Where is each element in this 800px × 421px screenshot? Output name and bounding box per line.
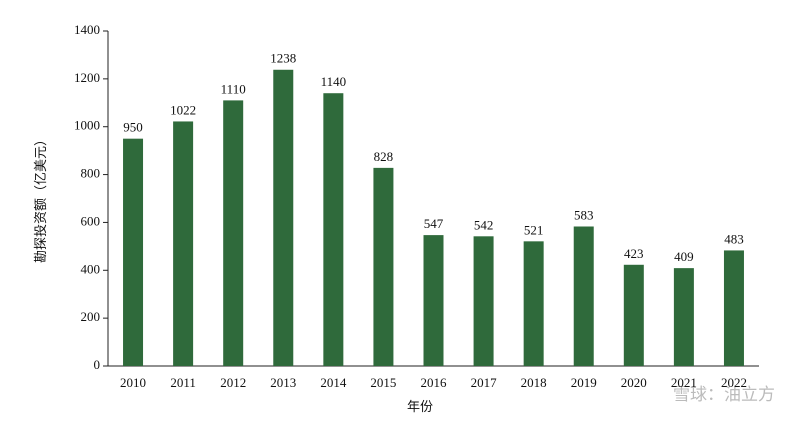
y-tick-label: 600: [81, 213, 101, 228]
x-axis-label: 年份: [407, 399, 433, 414]
x-tick-label: 2013: [270, 375, 296, 390]
bar: [723, 250, 744, 366]
x-tick-label: 2020: [621, 375, 647, 390]
bar: [523, 241, 544, 366]
x-tick-label: 2015: [370, 375, 396, 390]
value-label: 583: [574, 207, 594, 222]
y-tick-label: 200: [81, 309, 101, 324]
x-tick-label: 2014: [320, 375, 347, 390]
bar: [373, 167, 394, 366]
y-tick-label: 0: [94, 357, 101, 372]
x-tick-label: 2017: [471, 375, 498, 390]
x-tick-label: 2016: [421, 375, 448, 390]
y-tick-label: 1400: [74, 22, 100, 37]
x-tick-label: 2018: [521, 375, 547, 390]
bar: [323, 93, 344, 366]
value-label: 1238: [270, 51, 296, 66]
value-label: 547: [424, 216, 444, 231]
value-label: 483: [724, 231, 744, 246]
x-tick-label: 2012: [220, 375, 246, 390]
bar: [273, 69, 294, 366]
y-tick-label: 1200: [74, 70, 100, 85]
x-tick-label: 2022: [721, 375, 747, 390]
bar: [473, 236, 494, 366]
y-tick-label: 1000: [74, 118, 100, 133]
value-label: 950: [123, 120, 143, 135]
bar: [423, 235, 444, 366]
y-axis-label: 勘探投资额（亿美元）: [33, 133, 48, 263]
value-label: 828: [374, 149, 394, 164]
bar: [623, 264, 644, 366]
value-label: 521: [524, 222, 544, 237]
x-tick-label: 2019: [571, 375, 597, 390]
x-tick-label: 2010: [120, 375, 146, 390]
value-label: 1110: [221, 81, 246, 96]
y-tick-label: 800: [81, 166, 101, 181]
bar: [223, 100, 244, 367]
value-label: 409: [674, 249, 694, 264]
value-label: 1022: [170, 102, 196, 117]
x-tick-label: 2011: [170, 375, 196, 390]
x-tick-label: 2021: [671, 375, 697, 390]
bar: [123, 138, 144, 366]
watermark: 雪球：油立方: [673, 385, 775, 404]
bar: [173, 121, 194, 366]
value-label: 542: [474, 217, 494, 232]
value-label: 423: [624, 246, 644, 261]
bar: [673, 268, 694, 366]
y-tick-label: 400: [81, 261, 101, 276]
value-label: 1140: [321, 74, 347, 89]
bar: [573, 226, 594, 366]
